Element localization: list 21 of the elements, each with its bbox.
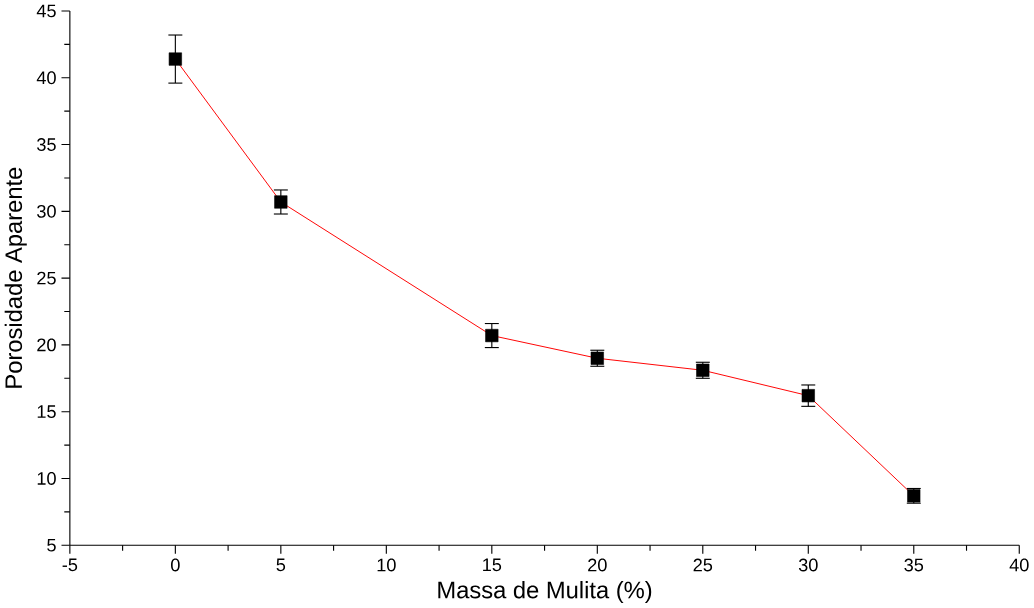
x-tick-label: 15 (483, 558, 502, 572)
y-tick-label: 45 (36, 4, 56, 18)
x-tick-label: 35 (904, 558, 924, 572)
y-tick-label: 10 (37, 472, 56, 485)
x-axis-title: Massa de Mulita (%) (438, 581, 652, 604)
y-tick-label: 25 (37, 271, 56, 285)
x-tick-label: 10 (377, 558, 396, 572)
y-tick-label: 35 (37, 138, 56, 152)
x-tick-label: 5 (276, 558, 286, 572)
x-tick-label: 40 (1009, 558, 1029, 572)
y-tick-label: 30 (37, 205, 56, 218)
x-tick-label: 25 (693, 558, 713, 572)
y-tick-label: 5 (47, 539, 56, 552)
x-tick-label: 30 (798, 558, 818, 572)
y-tick-label: 40 (36, 71, 56, 85)
y-tick-label: 20 (37, 338, 56, 352)
x-tick-label: -5 (62, 558, 78, 572)
y-tick-label: 15 (37, 405, 56, 419)
x-tick-label: 0 (171, 558, 180, 572)
y-axis-title: Porosidade Aparente (4, 167, 27, 388)
x-tick-label: 20 (588, 558, 607, 572)
